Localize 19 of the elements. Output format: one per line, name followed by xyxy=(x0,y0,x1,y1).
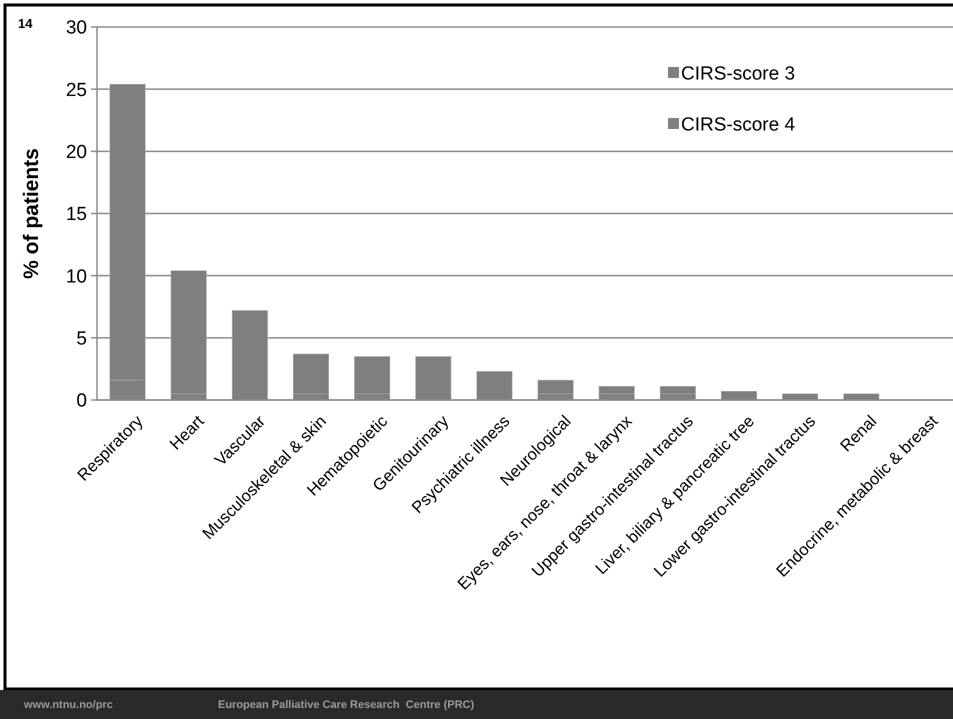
legend-label: CIRS-score 4 xyxy=(681,114,796,136)
y-tick-label: 30 xyxy=(66,18,87,39)
legend-label: CIRS-score 3 xyxy=(681,64,796,85)
y-tick-label: 10 xyxy=(66,266,87,288)
y-tick-label: 25 xyxy=(66,80,87,101)
y-tick-label: 5 xyxy=(76,328,87,350)
bar xyxy=(782,394,818,400)
bar xyxy=(476,371,512,400)
text: European Palliative Care Research Centre (PRC) xyxy=(218,699,474,711)
bar xyxy=(232,310,268,400)
y-axis-title: % of patients xyxy=(20,148,43,279)
bar xyxy=(843,394,880,400)
y-tick-label: 15 xyxy=(66,204,87,226)
bar xyxy=(721,391,757,400)
y-tick-label: 0 xyxy=(76,390,87,412)
text: 14 xyxy=(18,16,34,31)
bar xyxy=(415,356,452,400)
y-tick-label: 20 xyxy=(66,142,87,163)
text: www.ntnu.no/prc xyxy=(23,699,113,711)
